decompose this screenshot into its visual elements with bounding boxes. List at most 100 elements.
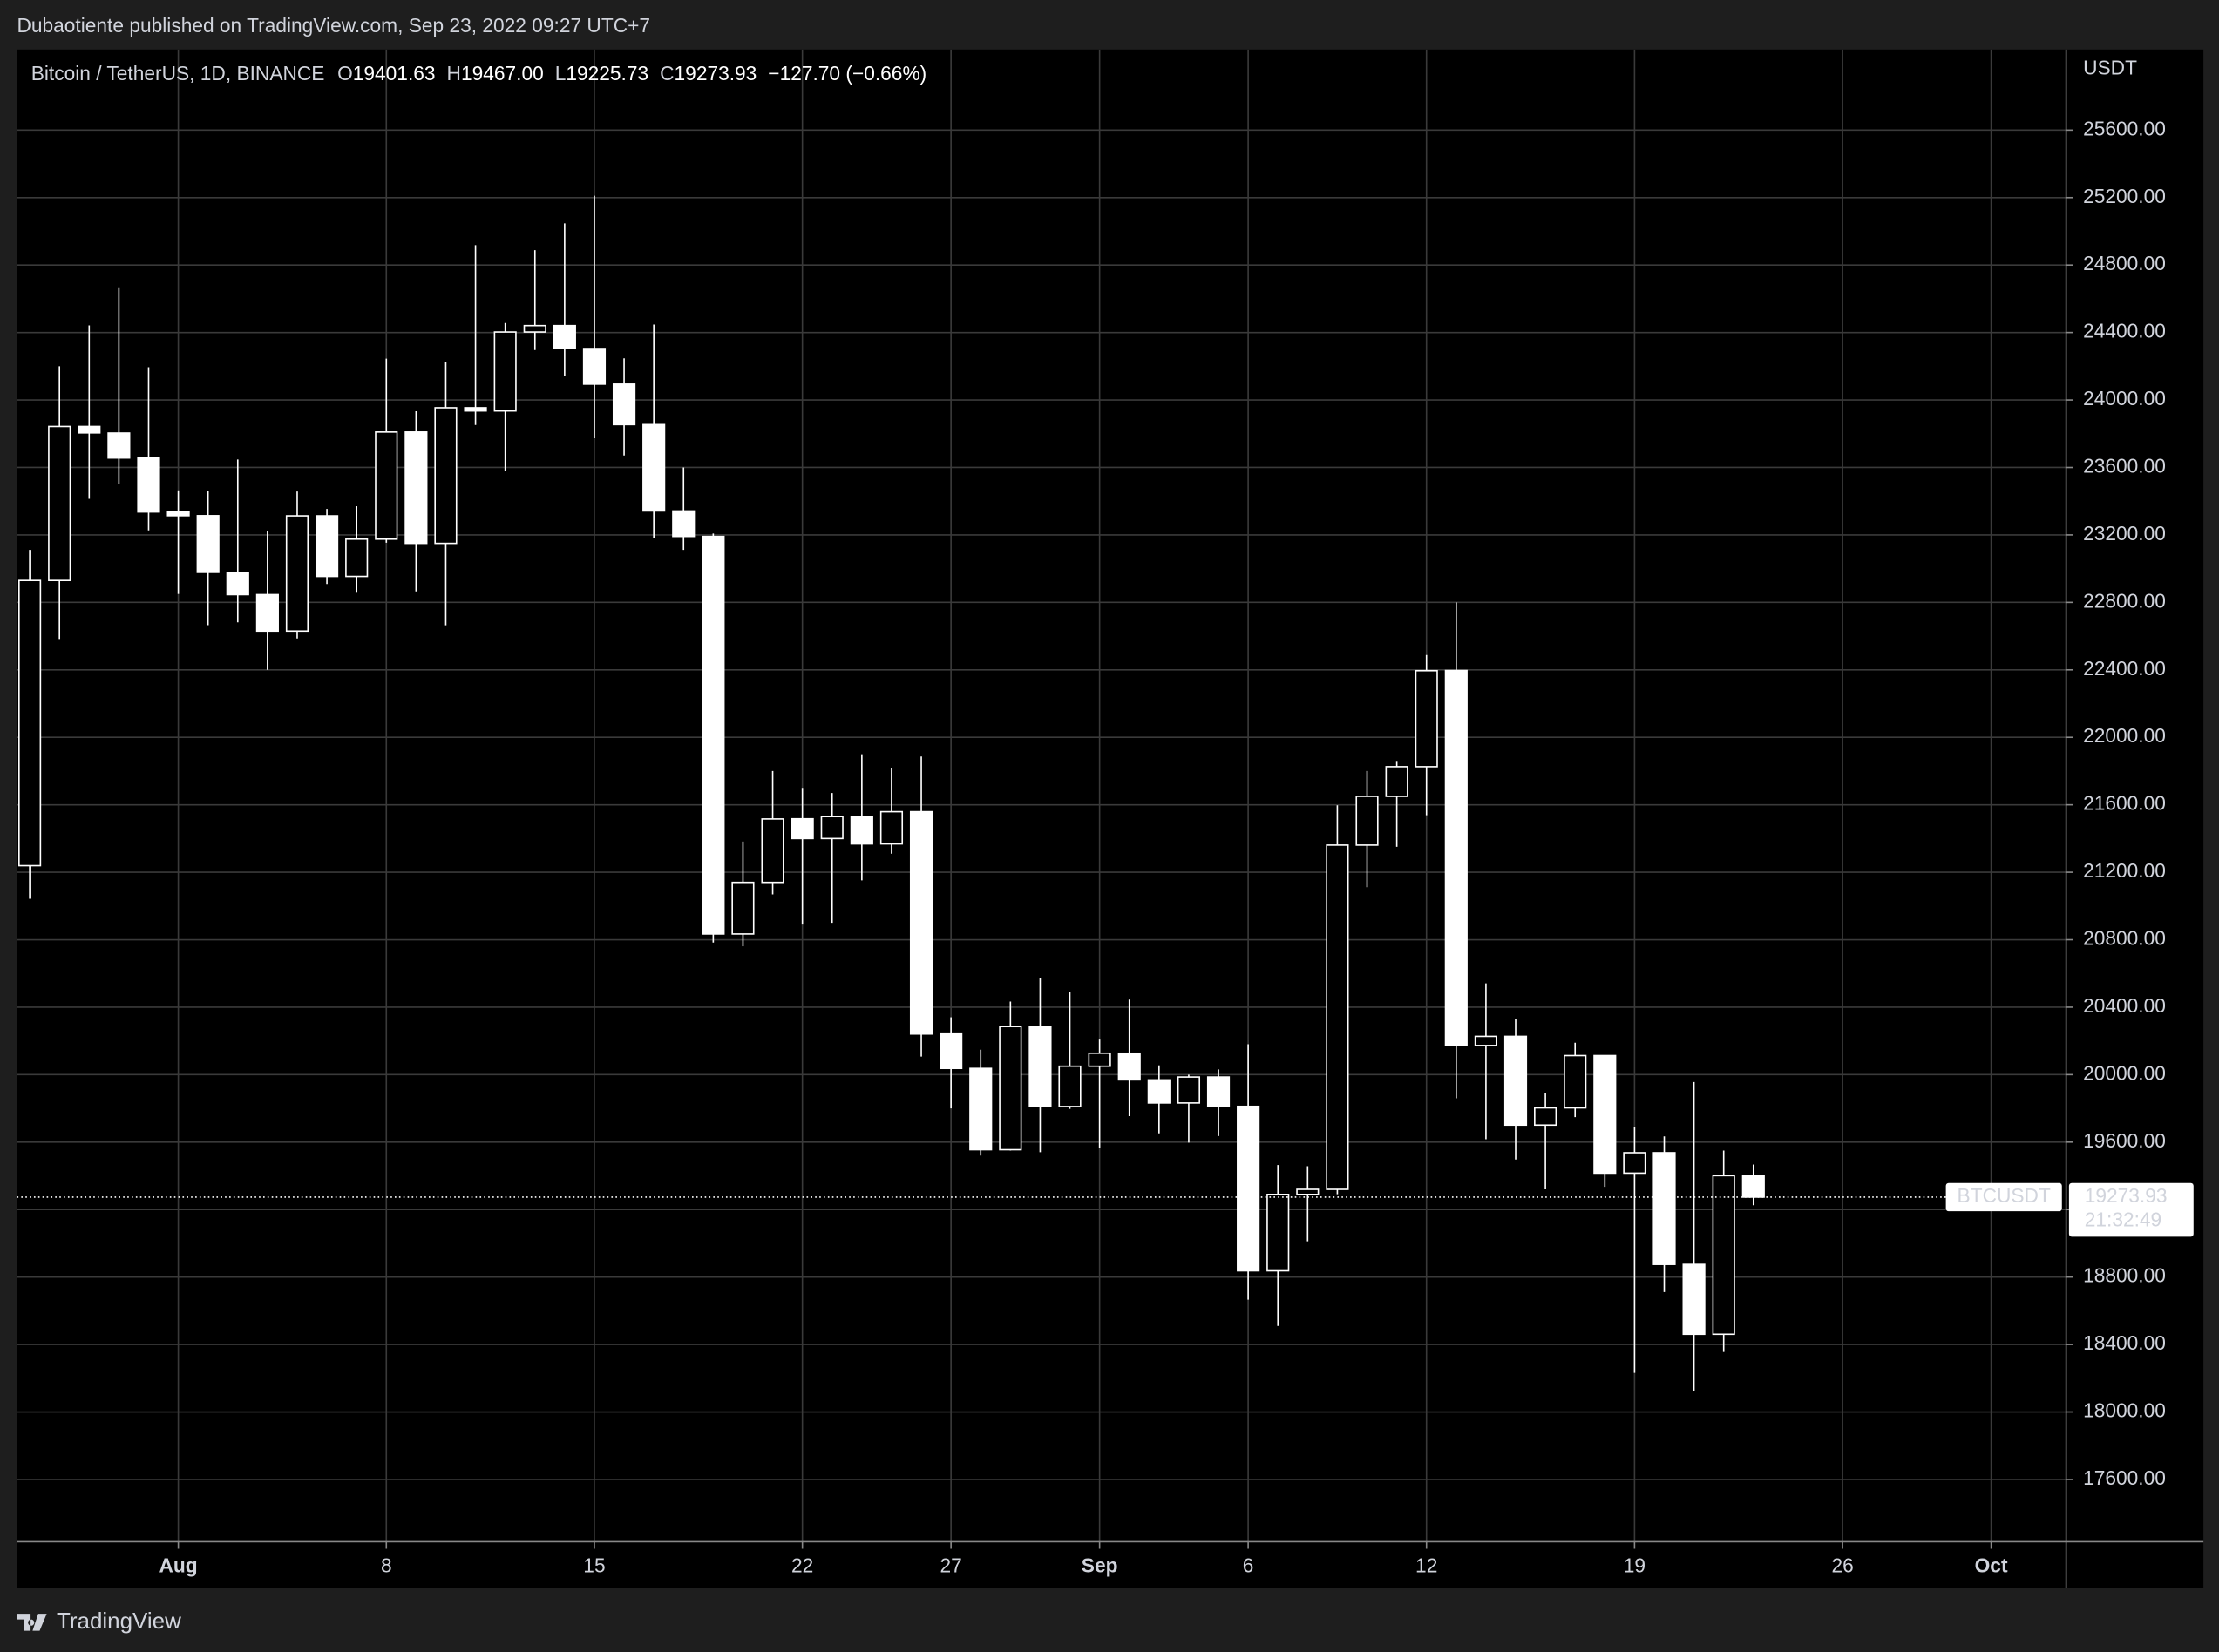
candle-body: [612, 383, 636, 426]
candle-body: [523, 324, 546, 333]
y-tick-label: 19600.00: [2083, 1129, 2166, 1152]
x-tick-label: 15: [583, 1554, 605, 1577]
candle-body: [1237, 1105, 1260, 1272]
candle-body: [1117, 1052, 1141, 1081]
legend: Bitcoin / TetherUS, 1D, BINANCE O19401.63…: [31, 62, 927, 85]
candle-body: [1206, 1076, 1231, 1107]
candle-body: [1593, 1054, 1617, 1175]
candle-body: [1326, 844, 1349, 1190]
y-tick-label: 20000.00: [2083, 1061, 2166, 1084]
candle-body: [434, 407, 458, 545]
x-tick-label: 8: [381, 1554, 392, 1577]
candle-body: [879, 810, 904, 845]
y-tick-label: 20800.00: [2083, 927, 2166, 950]
candle-body: [1177, 1076, 1201, 1104]
candle-body: [166, 511, 190, 517]
candle-body: [1741, 1175, 1765, 1198]
candle-body: [18, 579, 42, 867]
y-tick-label: 18000.00: [2083, 1399, 2166, 1422]
y-tick-label: 23600.00: [2083, 454, 2166, 477]
y-tick-label: 22400.00: [2083, 657, 2166, 680]
symbol-label: BTCUSDT: [1958, 1184, 2051, 1207]
legend-value: 19273.93: [675, 62, 757, 85]
symbol-tag: [1945, 1182, 2062, 1212]
y-tick-label: 25200.00: [2083, 185, 2166, 207]
logo-icon: [17, 1614, 47, 1631]
candle-body: [1503, 1035, 1528, 1127]
x-tick-label: 27: [940, 1554, 962, 1577]
candle-body: [78, 425, 101, 434]
candle-body: [820, 816, 844, 840]
y-tick-label: 24800.00: [2083, 252, 2166, 274]
candle-body: [1028, 1026, 1052, 1107]
candle-body: [1444, 669, 1468, 1046]
y-tick-label: 21600.00: [2083, 792, 2166, 815]
candle-body: [672, 510, 696, 538]
candle-body: [345, 538, 369, 578]
candle-body: [1623, 1152, 1646, 1175]
candle-body: [464, 407, 487, 412]
y-tick-label: 18800.00: [2083, 1264, 2166, 1287]
legend-key: O: [337, 62, 353, 85]
candle-body: [1682, 1263, 1706, 1336]
candle-body: [909, 810, 933, 1035]
candle-body: [404, 431, 428, 545]
footer: TradingView: [17, 1608, 181, 1634]
legend-symbol: Bitcoin / TetherUS, 1D, BINANCE: [31, 62, 325, 85]
candle-body: [553, 324, 576, 349]
y-tick-label: 24000.00: [2083, 387, 2166, 410]
y-tick-label: 20400.00: [2083, 994, 2166, 1017]
candle-body: [255, 593, 279, 633]
last-price-label: 19273.93: [2085, 1184, 2168, 1207]
candle-body: [582, 348, 607, 385]
candle-body: [1296, 1188, 1320, 1195]
candle-body: [702, 535, 725, 935]
candle-body: [850, 816, 873, 845]
x-tick-label: 12: [1415, 1554, 1437, 1577]
x-tick-label: Aug: [159, 1554, 198, 1577]
grid: [17, 49, 2066, 1542]
candle-body: [137, 457, 160, 513]
legend-key: C: [660, 62, 674, 85]
candle-body: [1652, 1152, 1676, 1265]
chart-pane: [17, 49, 2204, 1588]
legend-change: −127.70 (−0.66%): [768, 62, 926, 85]
published-note: Dubaotiente published on TradingView.com…: [17, 14, 650, 37]
x-tick-label: Sep: [1082, 1554, 1118, 1577]
candle-body: [1058, 1065, 1082, 1107]
y-tick-label: 17600.00: [2083, 1466, 2166, 1489]
candle-body: [315, 515, 339, 578]
candle-body: [1564, 1054, 1587, 1109]
y-tick-label: 21200.00: [2083, 859, 2166, 882]
candle-body: [375, 431, 398, 540]
candle-body: [107, 432, 131, 459]
legend-key: H: [447, 62, 461, 85]
candles: [18, 195, 1765, 1391]
countdown-label: 21:32:49: [2085, 1209, 2161, 1231]
candle-body: [642, 423, 666, 512]
candle-body: [493, 331, 517, 412]
legend-value: 19225.73: [566, 62, 648, 85]
candle-body: [731, 881, 755, 935]
candle-body: [1534, 1107, 1557, 1127]
legend-value: 19467.00: [461, 62, 544, 85]
candle-body: [969, 1067, 993, 1151]
y-tick-label: 25600.00: [2083, 117, 2166, 139]
candle-body: [1474, 1035, 1497, 1046]
x-tick-label: 22: [791, 1554, 813, 1577]
candle-body: [1385, 766, 1408, 797]
candle-body: [999, 1026, 1022, 1151]
candle-body: [1266, 1193, 1290, 1272]
unit-label: USDT: [2083, 57, 2137, 79]
x-tick-label: 6: [1243, 1554, 1254, 1577]
x-tick-label: 19: [1624, 1554, 1646, 1577]
y-tick-label: 24400.00: [2083, 320, 2166, 342]
candle-body: [1088, 1052, 1111, 1067]
x-tick-label: Oct: [1975, 1554, 2008, 1577]
y-tick-label: 22800.00: [2083, 589, 2166, 612]
candle-body: [761, 818, 784, 884]
axes: 17600.0018000.0018400.0018800.0019200.00…: [17, 117, 2194, 1577]
y-tick-label: 23200.00: [2083, 522, 2166, 545]
x-tick-label: 26: [1831, 1554, 1853, 1577]
